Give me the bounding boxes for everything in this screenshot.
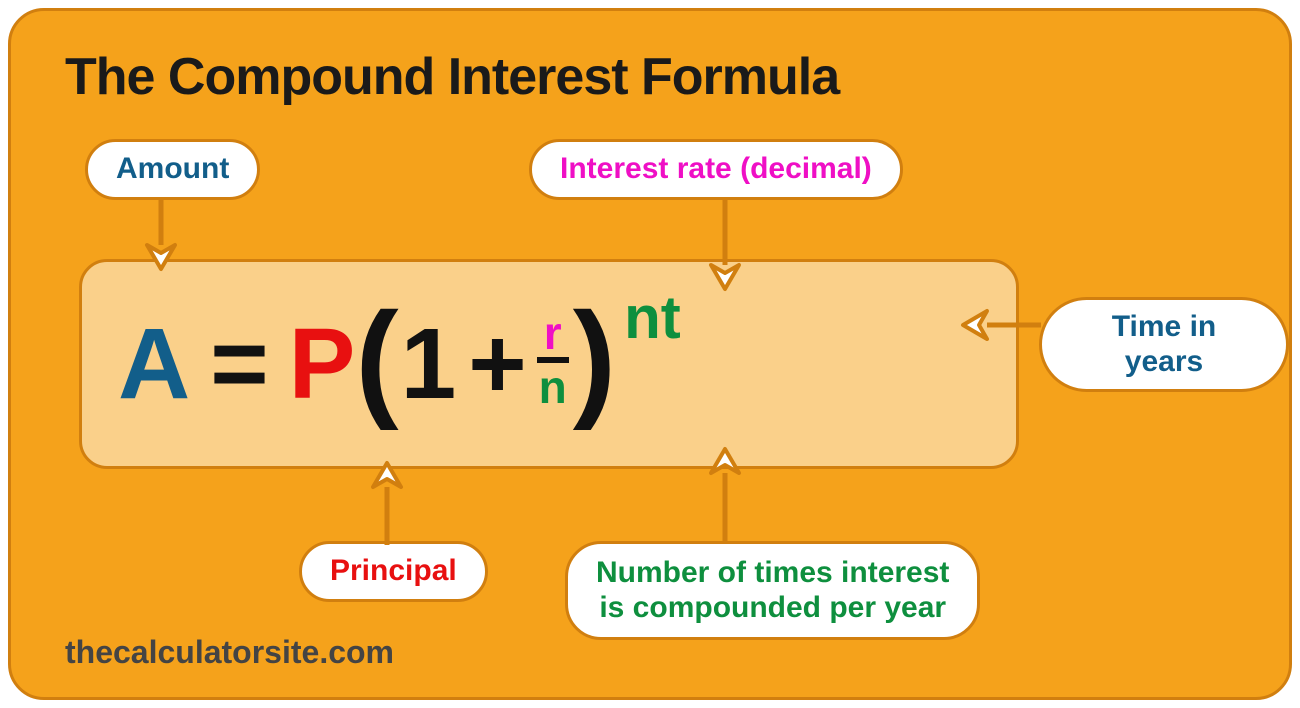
callout-principal-label: Principal: [330, 554, 457, 587]
formula-container: A = P ( 1 + r n ) nt: [79, 259, 1019, 469]
callout-interest-label: Interest rate (decimal): [560, 152, 872, 185]
callout-principal: Principal: [299, 541, 488, 602]
formula-rparen: ): [573, 293, 616, 423]
formula: A = P ( 1 + r n ) nt: [118, 299, 681, 429]
callout-compounds-line1: Number of times interest: [596, 556, 949, 589]
arrow-principal: [367, 459, 407, 547]
callout-interest: Interest rate (decimal): [529, 139, 903, 200]
infographic-card: The Compound Interest Formula A = P ( 1 …: [8, 8, 1292, 700]
formula-A: A: [118, 314, 190, 414]
formula-exponent-nt: nt: [624, 288, 681, 348]
callout-time: Time in years: [1039, 297, 1289, 392]
formula-P: P: [289, 314, 356, 414]
callout-amount-label: Amount: [116, 152, 229, 185]
footer-credit: thecalculatorsite.com: [65, 634, 394, 671]
arrow-amount: [141, 197, 181, 273]
formula-one: 1: [399, 314, 463, 414]
callout-time-label: Time in years: [1112, 310, 1216, 378]
callout-amount: Amount: [85, 139, 260, 200]
formula-r: r: [542, 310, 564, 357]
arrow-interest: [705, 197, 745, 293]
arrow-compounds: [705, 445, 745, 545]
formula-equals: =: [210, 314, 268, 414]
formula-n: n: [537, 363, 569, 410]
title: The Compound Interest Formula: [65, 47, 839, 107]
formula-fraction: r n: [533, 310, 573, 410]
callout-compounds: Number of times interest is compounded p…: [565, 541, 980, 640]
formula-lparen: (: [355, 293, 398, 423]
formula-plus: +: [462, 314, 532, 414]
callout-compounds-line2: is compounded per year: [599, 591, 946, 624]
arrow-time: [959, 305, 1043, 345]
